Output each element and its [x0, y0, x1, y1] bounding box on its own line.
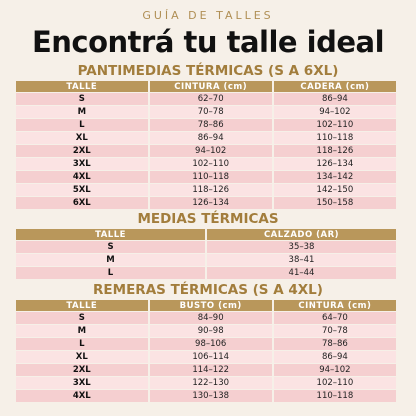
size-cell: 4XL [16, 171, 148, 183]
section: PANTIMEDIAS TÉRMICAS (S A 6XL) TALLE CINTU… [16, 64, 400, 210]
cell: 110–118 [273, 132, 396, 144]
table-row: S 35–38 [16, 241, 396, 253]
size-cell: 6XL [16, 197, 148, 209]
cell: 94–102 [273, 106, 396, 118]
cell: 118–126 [273, 145, 396, 157]
title: Encontrá tu talle ideal [31, 25, 385, 59]
table-row: L 78–86 102–110 [16, 119, 396, 131]
section-title: REMERAS TÉRMICAS (S A 4XL) [93, 282, 323, 298]
cell: 102–110 [273, 377, 396, 389]
column-header: CALZADO (AR) [207, 229, 396, 240]
cell: 90–98 [149, 325, 272, 337]
cell: 94–102 [273, 364, 396, 376]
table-row: S 84–90 64–70 [16, 312, 396, 324]
size-cell: 5XL [16, 184, 148, 196]
size-cell: 4XL [16, 390, 148, 402]
header-row: TALLE BUSTO (cm) CINTURA (cm) [16, 300, 396, 311]
cell: 41–44 [207, 267, 396, 279]
table-row: M 90–98 70–78 [16, 325, 396, 337]
cell: 64–70 [273, 312, 396, 324]
size-cell: XL [16, 132, 148, 144]
cell: 84–90 [149, 312, 272, 324]
cell: 126–134 [149, 197, 272, 209]
table-row: S 62–70 86–94 [16, 93, 396, 105]
table-row: 4XL 110–118 134–142 [16, 171, 396, 183]
cell: 110–118 [149, 171, 272, 183]
size-cell: 2XL [16, 145, 148, 157]
cell: 110–118 [273, 390, 396, 402]
cell: 106–114 [149, 351, 272, 363]
size-table: TALLE CALZADO (AR) S 35–38 M 38–41 L 41–44 [14, 228, 398, 280]
column-header: CINTURA (cm) [273, 300, 396, 311]
column-header: TALLE [16, 300, 148, 311]
column-header: CINTURA (cm) [149, 81, 272, 92]
table-row: 6XL 126–134 150–158 [16, 197, 396, 209]
cell: 150–158 [273, 197, 396, 209]
column-header: TALLE [16, 81, 148, 92]
table-row: 3XL 102–110 126–134 [16, 158, 396, 170]
table-row: L 41–44 [16, 267, 396, 279]
size-cell: 3XL [16, 158, 148, 170]
cell: 70–78 [149, 106, 272, 118]
cell: 35–38 [207, 241, 396, 253]
column-header: TALLE [16, 229, 205, 240]
table-row: 5XL 118–126 142–150 [16, 184, 396, 196]
size-cell: 3XL [16, 377, 148, 389]
cell: 86–94 [149, 132, 272, 144]
table-row: XL 86–94 110–118 [16, 132, 396, 144]
size-cell: M [16, 254, 205, 266]
cell: 102–110 [149, 158, 272, 170]
subtitle: GUÍA DE TALLES [142, 9, 274, 22]
table-row: M 38–41 [16, 254, 396, 266]
cell: 86–94 [273, 93, 396, 105]
cell: 70–78 [273, 325, 396, 337]
cell: 130–138 [149, 390, 272, 402]
table-row: M 70–78 94–102 [16, 106, 396, 118]
cell: 86–94 [273, 351, 396, 363]
section: MEDIAS TÉRMICAS TALLE CALZADO (AR) S 35–38 M 3… [16, 212, 400, 280]
size-cell: M [16, 325, 148, 337]
cell: 134–142 [273, 171, 396, 183]
cell: 122–130 [149, 377, 272, 389]
cell: 142–150 [273, 184, 396, 196]
size-table: TALLE BUSTO (cm) CINTURA (cm) S 84–90 64–70 M 9… [14, 299, 398, 403]
column-header: BUSTO (cm) [149, 300, 272, 311]
header-row: TALLE CINTURA (cm) CADERA (cm) [16, 81, 396, 92]
cell: 98–106 [149, 338, 272, 350]
cell: 78–86 [273, 338, 396, 350]
size-cell: L [16, 338, 148, 350]
cell: 62–70 [149, 93, 272, 105]
cell: 78–86 [149, 119, 272, 131]
table-row: XL 106–114 86–94 [16, 351, 396, 363]
table-row: 2XL 94–102 118–126 [16, 145, 396, 157]
cell: 114–122 [149, 364, 272, 376]
header-row: TALLE CALZADO (AR) [16, 229, 396, 240]
section-title: PANTIMEDIAS TÉRMICAS (S A 6XL) [77, 63, 339, 79]
size-cell: L [16, 267, 205, 279]
cell: 118–126 [149, 184, 272, 196]
size-cell: S [16, 241, 205, 253]
cell: 102–110 [273, 119, 396, 131]
cell: 38–41 [207, 254, 396, 266]
section: REMERAS TÉRMICAS (S A 4XL) TALLE BUSTO (cm… [16, 283, 400, 403]
size-cell: 2XL [16, 364, 148, 376]
section-title: MEDIAS TÉRMICAS [137, 211, 279, 227]
size-cell: S [16, 312, 148, 324]
table-row: 3XL 122–130 102–110 [16, 377, 396, 389]
table-row: L 98–106 78–86 [16, 338, 396, 350]
cell: 94–102 [149, 145, 272, 157]
size-cell: S [16, 93, 148, 105]
table-row: 4XL 130–138 110–118 [16, 390, 396, 402]
size-table: TALLE CINTURA (cm) CADERA (cm) S 62–70 86–94 M… [14, 80, 398, 210]
table-row: 2XL 114–122 94–102 [16, 364, 396, 376]
size-cell: M [16, 106, 148, 118]
size-cell: L [16, 119, 148, 131]
size-cell: XL [16, 351, 148, 363]
column-header: CADERA (cm) [273, 81, 396, 92]
cell: 126–134 [273, 158, 396, 170]
